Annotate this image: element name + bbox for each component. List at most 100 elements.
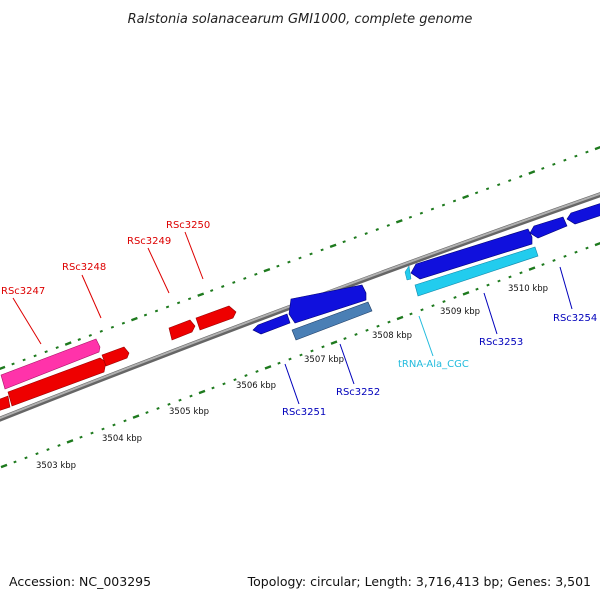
upper-tick-minor (232, 281, 236, 284)
lower-tick-minor (310, 349, 314, 353)
gene-rsc3247[interactable] (7, 357, 107, 407)
upper-tick-minor (497, 183, 501, 187)
upper-tick-minor (353, 236, 357, 240)
lower-tick-minor (167, 402, 171, 406)
tick-label-3509: 3509 kbp (440, 307, 480, 317)
upper-tick-minor (419, 211, 424, 215)
lower-tick-minor (211, 386, 215, 390)
upper-tick-minor (585, 150, 589, 154)
upper-tick-major (197, 292, 205, 297)
gene-rsc3250[interactable] (195, 305, 237, 331)
label-rsc3251[interactable]: RSc3251 (282, 407, 326, 418)
upper-tick-minor (541, 166, 545, 170)
lower-tick-minor (574, 250, 578, 254)
lower-tick-major (594, 241, 600, 247)
upper-tick-minor (508, 179, 512, 183)
lower-tick-minor (387, 320, 391, 324)
lower-tick-minor (35, 452, 39, 456)
scale-labels: 3503 kbp 3504 kbp 3505 kbp 3506 kbp 3507… (36, 284, 548, 471)
upper-tick-minor (33, 354, 37, 358)
upper-tick-minor (176, 301, 181, 305)
gene-rsc3253-cds[interactable] (414, 246, 539, 297)
lower-tick-minor (277, 361, 281, 365)
label-rsc3248[interactable]: RSc3248 (62, 262, 106, 273)
gene-rsc3254[interactable] (529, 216, 568, 239)
upper-tick-minor (574, 154, 578, 158)
gene-trna-ala[interactable] (404, 265, 412, 281)
lower-tick-minor (233, 378, 237, 382)
gene-rsc3251-b[interactable] (288, 284, 367, 324)
upper-tick-major (395, 219, 403, 224)
lower-tick-minor (519, 271, 523, 275)
lower-tick-minor (354, 333, 358, 336)
upper-tick-major (528, 170, 536, 175)
reverse-strand-ticks (0, 241, 600, 469)
upper-tick-minor (254, 272, 258, 276)
upper-tick-minor (121, 321, 126, 325)
lower-tick-major (198, 389, 206, 395)
label-rsc3247[interactable]: RSc3247 (1, 286, 45, 297)
lower-tick-minor (24, 456, 28, 460)
lower-tick-minor (497, 279, 501, 283)
lower-tick-minor (178, 398, 182, 402)
lower-tick-minor (376, 324, 380, 328)
upper-tick-minor (430, 207, 435, 211)
gene-rsc3249[interactable] (168, 319, 196, 341)
lower-tick-minor (420, 308, 424, 312)
lower-tick-minor (299, 353, 303, 357)
upper-tick-minor (55, 346, 59, 350)
upper-tick-minor (276, 264, 280, 268)
upper-tick-minor (187, 297, 192, 301)
upper-tick-minor (88, 333, 92, 337)
lower-tick-minor (79, 435, 83, 439)
label-trna-ala-cgc[interactable]: tRNA-Ala_CGC (398, 359, 469, 370)
lower-tick-minor (244, 374, 248, 377)
label-rsc3254[interactable]: RSc3254 (553, 313, 597, 324)
gene-rsc3247-alt[interactable] (0, 338, 101, 390)
upper-tick-major (130, 316, 138, 322)
gene-rsc3255[interactable] (566, 202, 600, 225)
upper-tick-minor (44, 350, 48, 354)
label-rsc3249[interactable]: RSc3249 (127, 236, 171, 247)
upper-tick-minor (298, 256, 302, 260)
gene-rsc3253[interactable] (410, 228, 533, 280)
lower-tick-minor (563, 254, 567, 258)
upper-tick-minor (519, 175, 523, 178)
tick-label-3506: 3506 kbp (236, 381, 276, 391)
gene-rsc3252[interactable] (291, 301, 373, 341)
forward-strand-ticks (0, 145, 600, 371)
lower-tick-minor (90, 431, 94, 435)
upper-tick-minor (441, 203, 446, 207)
upper-tick-minor (210, 289, 214, 293)
lower-tick-minor (123, 419, 127, 423)
lower-tick-minor (57, 444, 61, 447)
label-rsc3252[interactable]: RSc3252 (336, 387, 380, 398)
upper-tick-minor (452, 199, 457, 203)
lower-tick-minor (156, 407, 160, 410)
upper-tick-minor (309, 252, 313, 256)
upper-tick-minor (11, 362, 15, 366)
lower-tick-major (462, 291, 470, 296)
lower-tick-major (132, 414, 140, 419)
lower-tick-minor (486, 283, 490, 287)
upper-tick-minor (342, 240, 346, 244)
tick-label-3507: 3507 kbp (304, 355, 344, 365)
upper-tick-major (594, 145, 600, 151)
lower-tick-minor (585, 246, 589, 250)
upper-tick-major (263, 267, 271, 273)
gene-rsc3248[interactable] (101, 346, 130, 367)
lower-tick-major (0, 463, 8, 469)
lower-tick-minor (409, 312, 413, 316)
gene-fragment-left[interactable] (0, 395, 11, 412)
label-rsc3250[interactable]: RSc3250 (166, 220, 210, 231)
lower-tick-major (396, 315, 404, 321)
gene-rsc3251[interactable] (252, 313, 291, 335)
upper-tick-minor (563, 158, 567, 162)
upper-tick-minor (320, 248, 324, 252)
label-rsc3253[interactable]: RSc3253 (479, 337, 523, 348)
upper-tick-minor (110, 325, 115, 329)
upper-tick-minor (364, 232, 368, 235)
tick-label-3508: 3508 kbp (372, 331, 412, 341)
upper-tick-major (64, 341, 72, 346)
